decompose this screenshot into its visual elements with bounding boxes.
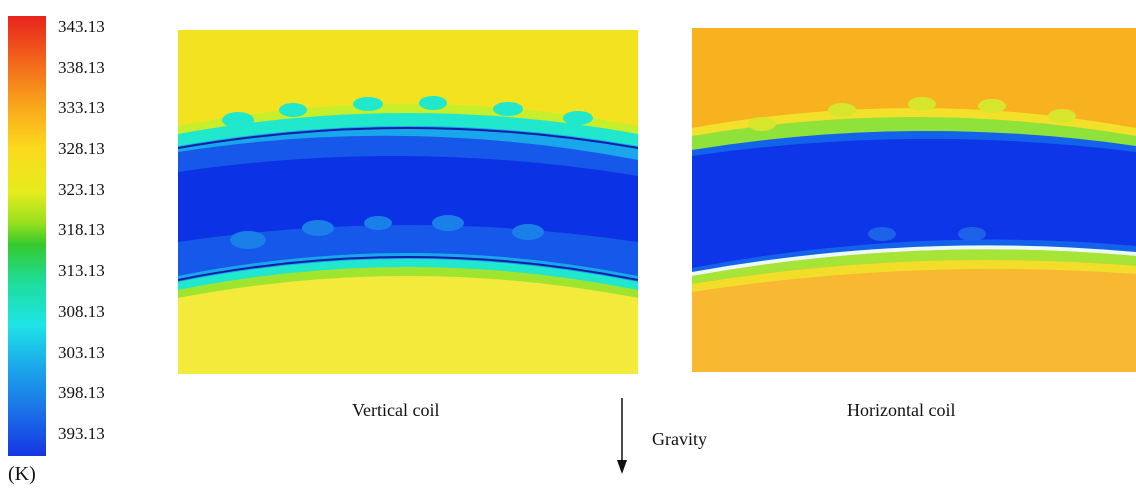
colorbar-tick-labels: 343.13 338.13 333.13 328.13 323.13 318.1… (58, 18, 138, 442)
bottom-edge-green (178, 267, 638, 298)
bottom-edge-white (692, 245, 1136, 276)
top-edge-yellow (692, 108, 1136, 146)
colorbar-tick: 343.13 (58, 17, 105, 36)
horizontal-coil-caption: Horizontal coil (847, 400, 956, 420)
gravity-arrow-icon (617, 398, 627, 474)
colorbar-tick: 333.13 (58, 98, 105, 118)
gravity-label: Gravity (652, 429, 707, 449)
bottom-edge-green (692, 249, 1136, 284)
colorbar-unit: (K) (8, 463, 36, 485)
core-band (692, 138, 1136, 268)
colorbar-tick: 308.13 (58, 301, 105, 321)
core-band-deep (178, 155, 638, 242)
colorbar-tick: 338.13 (58, 57, 105, 77)
upper-wall-line (178, 127, 638, 149)
colorbar-tick: 313.13 (58, 261, 105, 281)
colorbar-tick: 323.13 (58, 179, 105, 199)
lower-wall-line (178, 256, 638, 281)
vertical-coil-contour (178, 30, 638, 374)
colorbar-tick: 398.13 (58, 383, 105, 403)
temperature-colorbar (8, 16, 46, 456)
colorbar-tick: 393.13 (58, 423, 105, 443)
top-bumps (748, 97, 1076, 131)
bottom-edge-cyan (178, 259, 638, 292)
bottom-edge-yellow (692, 260, 1136, 292)
colorbar-tick: 328.13 (58, 139, 105, 159)
vertical-coil-caption: Vertical coil (352, 400, 440, 420)
colorbar-tick: 318.13 (58, 220, 105, 240)
top-edge-green (692, 117, 1136, 152)
bottom-bumps (230, 215, 544, 249)
horizontal-coil-contour (692, 28, 1136, 372)
colorbar-tick: 303.13 (58, 342, 105, 362)
top-bumps (222, 96, 593, 128)
bottom-bumps (868, 227, 986, 241)
